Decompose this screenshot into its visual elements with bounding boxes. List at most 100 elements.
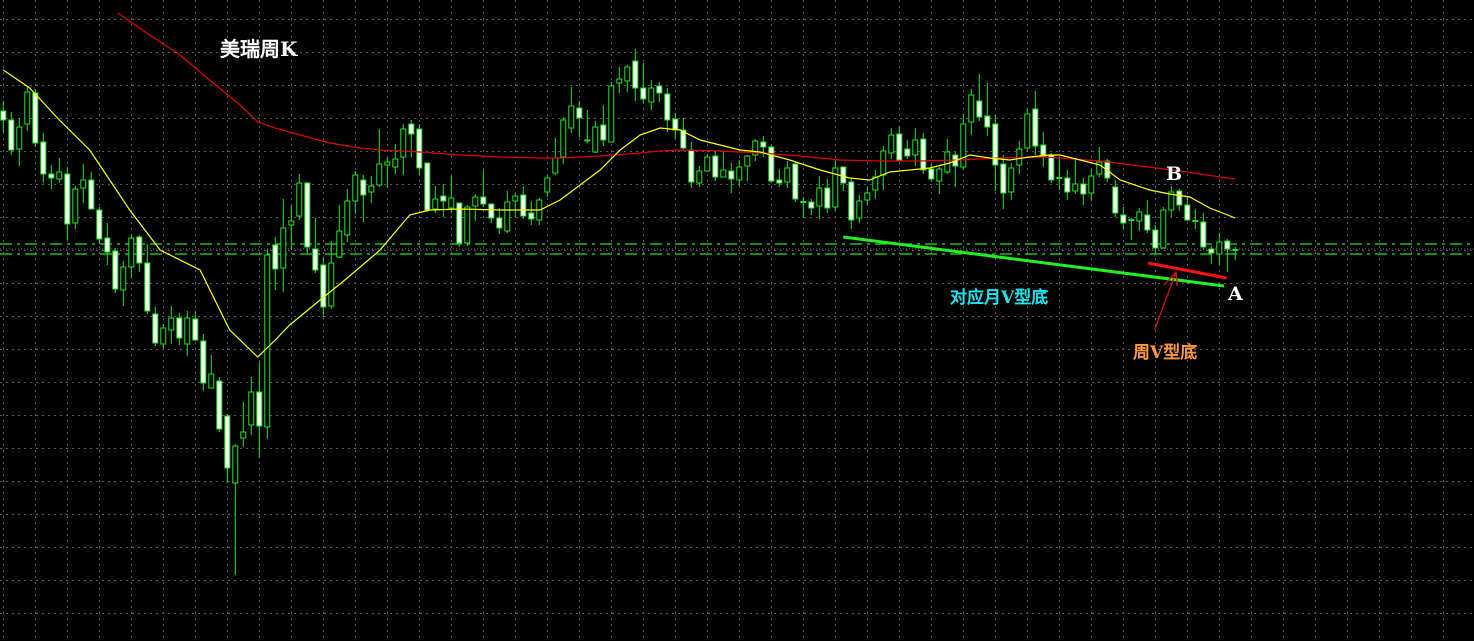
candle-body xyxy=(224,415,231,469)
candle xyxy=(1176,189,1183,211)
candle xyxy=(456,202,463,247)
candle xyxy=(1096,147,1103,177)
candle xyxy=(536,198,543,225)
candle xyxy=(352,171,359,214)
candle-body xyxy=(1000,163,1007,194)
month-v-bottom-line xyxy=(843,235,1225,288)
candle-body xyxy=(888,134,895,154)
candle xyxy=(936,167,943,194)
candle xyxy=(920,133,927,174)
horizontal-levels xyxy=(0,243,1474,255)
candle xyxy=(896,126,903,161)
candle xyxy=(400,124,407,175)
candle xyxy=(1072,158,1079,194)
candle-body xyxy=(1104,160,1111,179)
candle xyxy=(320,257,327,317)
candle-body xyxy=(184,317,191,345)
candle xyxy=(568,87,575,133)
candle xyxy=(712,150,719,181)
candle-body xyxy=(256,391,263,427)
candle xyxy=(120,261,127,306)
candle-body xyxy=(448,197,455,209)
candle xyxy=(72,186,79,229)
candle-body xyxy=(680,129,687,149)
candle xyxy=(328,241,335,309)
candle xyxy=(624,65,631,92)
candle-body xyxy=(96,209,103,240)
candle xyxy=(752,139,759,161)
candle xyxy=(720,151,727,178)
candle xyxy=(1192,209,1199,229)
candle-body xyxy=(1112,186,1119,214)
candle xyxy=(664,88,671,132)
candle-body xyxy=(304,182,311,248)
candle xyxy=(600,105,607,146)
candle-body xyxy=(16,126,23,150)
candle-body xyxy=(464,206,471,244)
candle xyxy=(80,164,87,203)
candle xyxy=(1216,233,1223,265)
candle-body xyxy=(784,167,791,183)
candle-body xyxy=(208,373,215,389)
candle-body xyxy=(1160,209,1167,249)
candle xyxy=(880,146,887,190)
candle xyxy=(808,199,815,215)
candle-body xyxy=(280,227,287,269)
candle xyxy=(136,235,143,272)
candle xyxy=(192,311,199,341)
candle-body xyxy=(48,173,55,179)
candle xyxy=(360,175,367,222)
candle-body xyxy=(744,155,751,167)
candle-body xyxy=(136,236,143,264)
point-b-label: B xyxy=(1166,163,1183,185)
candle-body xyxy=(576,107,583,119)
candle xyxy=(872,170,879,199)
candle-body xyxy=(176,317,183,339)
candle xyxy=(864,187,871,205)
candle-body xyxy=(320,264,327,308)
candle-body xyxy=(216,380,223,430)
candle-body xyxy=(656,85,663,94)
candle xyxy=(16,118,23,166)
candle-body xyxy=(992,123,999,166)
candle xyxy=(0,101,7,132)
candle-body xyxy=(648,87,655,103)
candle xyxy=(1064,170,1071,200)
candle-body xyxy=(584,139,591,142)
candle-body xyxy=(160,327,167,345)
candle xyxy=(1232,247,1239,260)
candle xyxy=(976,74,983,121)
candle xyxy=(1128,218,1135,240)
candle xyxy=(784,161,791,188)
candle-body xyxy=(960,123,967,168)
candle-body xyxy=(400,128,407,158)
candle xyxy=(832,160,839,211)
candle-body xyxy=(472,196,479,207)
candle xyxy=(32,89,39,147)
candle-body xyxy=(1224,240,1231,250)
candle xyxy=(960,114,967,170)
candle xyxy=(848,178,855,229)
week-v-bottom-label: 周V型底 xyxy=(1133,343,1198,363)
candle xyxy=(928,164,935,181)
candle-body xyxy=(264,254,271,428)
candle xyxy=(1136,208,1143,231)
candle-body xyxy=(88,179,95,210)
candle-body xyxy=(896,133,903,161)
candle xyxy=(528,201,535,225)
candle-body xyxy=(624,66,631,82)
candle-body xyxy=(368,185,375,193)
candle xyxy=(1024,108,1031,151)
candle-body xyxy=(408,123,415,135)
candle xyxy=(416,124,423,175)
candle-body xyxy=(416,128,423,169)
candle-body xyxy=(56,171,63,180)
candle xyxy=(64,167,71,240)
candle xyxy=(1112,180,1119,217)
candle xyxy=(184,311,191,356)
candle-body xyxy=(1184,204,1191,221)
candle xyxy=(480,170,487,207)
candle-body xyxy=(392,158,399,168)
